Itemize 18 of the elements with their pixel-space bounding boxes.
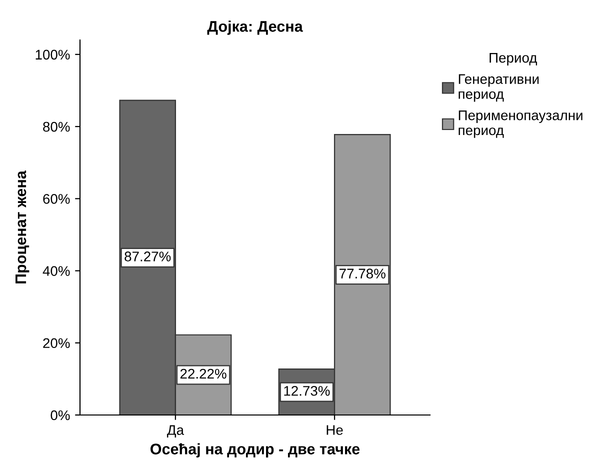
- data-label: 12.73%: [284, 386, 330, 396]
- legend-title: Период: [490, 53, 538, 66]
- data-label: 87.27%: [124, 252, 171, 262]
- y-tick-label: 60%: [43, 194, 70, 204]
- chart-title: Дојка: Десна: [207, 20, 303, 35]
- x-tick-label: Да: [166, 425, 184, 438]
- data-label: 22.22%: [180, 368, 226, 379]
- legend-label: Генеративни период: [458, 74, 539, 102]
- y-tick-label: 80%: [43, 122, 70, 132]
- y-tick-label: 100%: [36, 50, 70, 60]
- y-tick-label: 20%: [43, 338, 70, 348]
- y-tick-label: 40%: [42, 266, 70, 276]
- y-tick-label: 0%: [50, 410, 70, 420]
- data-label: 77.78%: [340, 268, 386, 278]
- legend-label: Перименопаузални период: [458, 110, 582, 138]
- x-axis-title: Осећај на додир - две тачке: [150, 443, 360, 458]
- x-tick-label: Не: [326, 425, 343, 435]
- y-axis-title: Проценат жена: [16, 170, 30, 284]
